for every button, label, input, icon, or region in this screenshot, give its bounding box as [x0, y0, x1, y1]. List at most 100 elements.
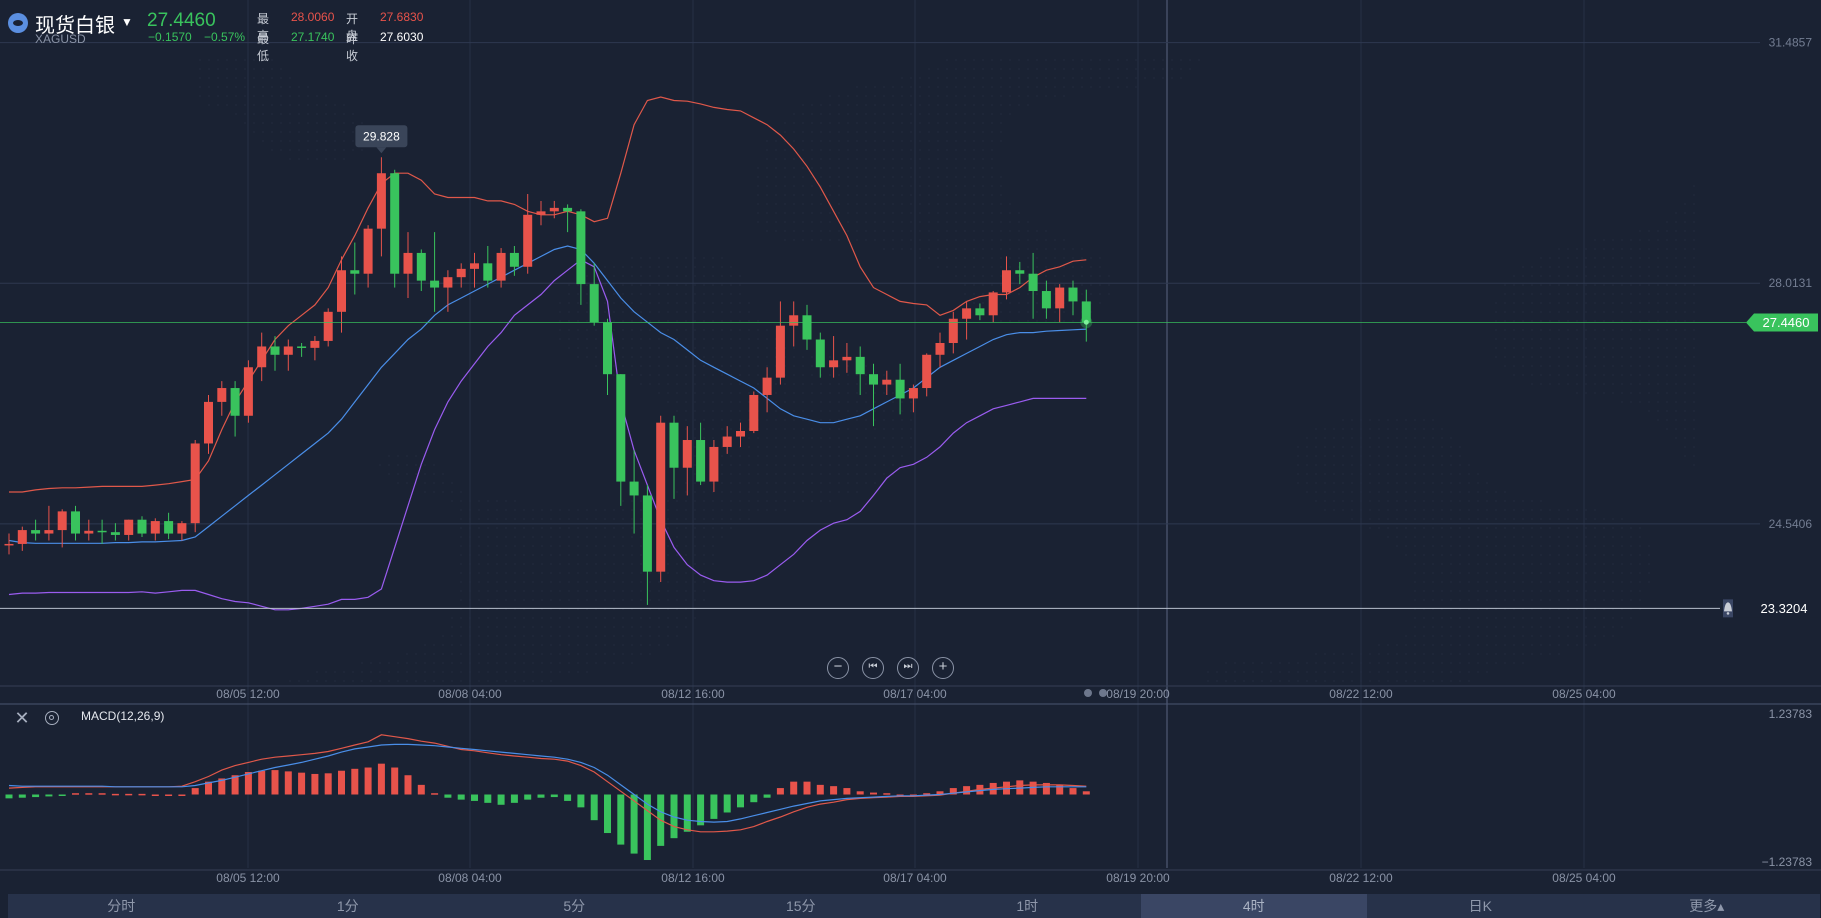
candle-body — [390, 173, 400, 274]
candle-body — [164, 521, 174, 534]
high-value: 28.0060 — [291, 10, 335, 24]
macd-bar — [564, 794, 572, 801]
candle-body — [31, 530, 41, 534]
tab-daily[interactable]: 日K — [1468, 898, 1492, 914]
candle-body — [243, 367, 253, 416]
macd-bar — [364, 767, 372, 795]
candle-body — [656, 422, 666, 572]
candle-body — [177, 523, 187, 534]
macd-bar — [577, 794, 585, 808]
tab-15min[interactable]: 15分 — [785, 898, 816, 914]
scroll-forward-button[interactable]: ⏭ — [897, 657, 919, 679]
time-axis-label: 08/19 20:00 — [1106, 687, 1170, 701]
macd-bar — [111, 793, 119, 796]
macd-bar — [683, 794, 691, 832]
tab-4hour[interactable]: 4时 — [1140, 894, 1367, 918]
macd-bar — [776, 788, 784, 795]
macd-bar — [311, 773, 319, 795]
candle-body — [310, 340, 320, 348]
candle-body — [589, 284, 599, 323]
background-texture — [199, 59, 1695, 682]
macd-bar — [471, 794, 478, 801]
candle-body — [217, 388, 227, 402]
macd-bar — [444, 794, 452, 798]
macd-bar — [510, 794, 518, 803]
macd-bar — [165, 794, 173, 796]
macd-bar — [737, 794, 744, 808]
macd-bar — [1042, 782, 1050, 795]
bell-icon — [1723, 599, 1733, 618]
macd-bar — [989, 782, 997, 795]
macd-time-axis-label: 08/08 04:00 — [438, 871, 502, 885]
candle-body — [842, 356, 852, 361]
tab-1min[interactable]: 1分 — [336, 898, 359, 914]
macd-bar — [497, 794, 505, 805]
candle-body — [523, 214, 533, 267]
macd-bar — [125, 793, 133, 796]
candle-body — [829, 360, 839, 368]
macd-bar — [856, 791, 864, 795]
candle-body — [722, 436, 732, 447]
candle-body — [97, 530, 107, 533]
candle-body — [1041, 291, 1051, 309]
candle-body — [789, 315, 799, 326]
gear-icon[interactable] — [45, 711, 59, 725]
macd-title: MACD(12,26,9) — [81, 709, 165, 723]
period-tabs: 分时 1分 5分 15分 1时 4时 日K 更多▴ — [8, 894, 1820, 918]
candle-body — [669, 422, 679, 468]
price-axis-tick: 31.4857 — [1769, 36, 1813, 50]
tab-more[interactable]: 更多▴ — [1689, 898, 1725, 914]
candle-body — [337, 270, 346, 312]
candle-body — [616, 374, 626, 482]
macd-bar — [391, 767, 399, 795]
macd-bar — [710, 794, 718, 819]
candle-body — [696, 440, 706, 482]
macd-bar — [936, 791, 944, 795]
macd-bar — [883, 793, 891, 795]
candle-body — [350, 270, 360, 274]
low-label: 最低 — [257, 32, 270, 63]
macd-time-axis-label: 08/12 16:00 — [661, 871, 725, 885]
tab-5min[interactable]: 5分 — [563, 898, 586, 914]
candle-body — [190, 443, 200, 524]
candle-body — [110, 532, 120, 535]
candle-body — [57, 511, 67, 531]
candle-body — [509, 252, 519, 267]
scroll-back-button[interactable]: ⏮ — [862, 657, 884, 679]
macd-axis-top: 1.23783 — [1769, 707, 1813, 721]
macd-bar — [284, 771, 292, 795]
candle-body — [749, 394, 759, 432]
macd-bar — [244, 772, 252, 795]
open-value: 27.6830 — [380, 10, 424, 24]
symbol-name[interactable]: 现货白银 — [35, 15, 115, 37]
peak-tooltip-arrow — [376, 147, 387, 154]
candle-body — [4, 543, 14, 546]
macd-bar — [1003, 781, 1010, 795]
zoom-out-button[interactable]: − — [827, 657, 849, 679]
macd-bar — [404, 775, 412, 795]
candle-body — [1055, 287, 1065, 309]
candle-body — [922, 354, 932, 389]
close-icon[interactable]: ✕ — [14, 708, 30, 728]
candle-body — [549, 207, 559, 212]
tab-1hour[interactable]: 1时 — [1016, 898, 1039, 914]
candle-body — [297, 346, 307, 348]
macd-bar — [590, 794, 598, 821]
tab-timeshare[interactable]: 分时 — [107, 898, 136, 914]
candle-body — [1002, 270, 1011, 293]
candle-body — [869, 374, 878, 385]
macd-bar — [258, 770, 266, 795]
macd-bar — [1029, 781, 1037, 795]
macd-bar — [617, 794, 625, 845]
macd-bar — [271, 770, 279, 795]
macd-bar — [178, 794, 186, 796]
time-axis-label: 08/25 04:00 — [1552, 687, 1616, 701]
macd-bar — [431, 793, 439, 795]
macd-bar — [763, 794, 771, 798]
candle-body — [775, 325, 785, 378]
chevron-down-icon[interactable]: ▼ — [121, 15, 133, 29]
macd-bar — [324, 773, 332, 795]
time-axis-label: 08/05 12:00 — [216, 687, 280, 701]
zoom-in-button[interactable]: + — [932, 657, 954, 679]
